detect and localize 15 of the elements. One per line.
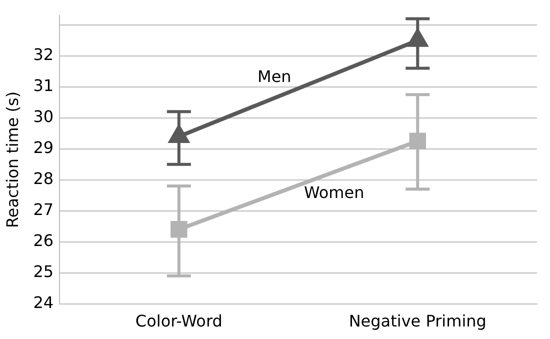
y-tick-label: 30 (33, 107, 54, 126)
y-tick-label: 24 (33, 292, 54, 312)
y-tick-label: 29 (33, 138, 54, 158)
series-label: Women (304, 183, 364, 202)
series-label: Men (258, 67, 292, 86)
y-tick-label: 25 (33, 262, 54, 281)
point (170, 221, 188, 238)
x-tick-label: Negative Priming (348, 312, 486, 331)
y-axis-title: Reaction time (s) (2, 91, 22, 228)
y-tick-label: 28 (33, 169, 54, 188)
y-tick-label: 32 (33, 45, 54, 64)
y-tick-label: 27 (33, 200, 54, 219)
y-tick-label: 31 (33, 76, 54, 96)
y-tick-label: 26 (33, 230, 54, 250)
x-tick-label: Color-Word (135, 312, 222, 331)
